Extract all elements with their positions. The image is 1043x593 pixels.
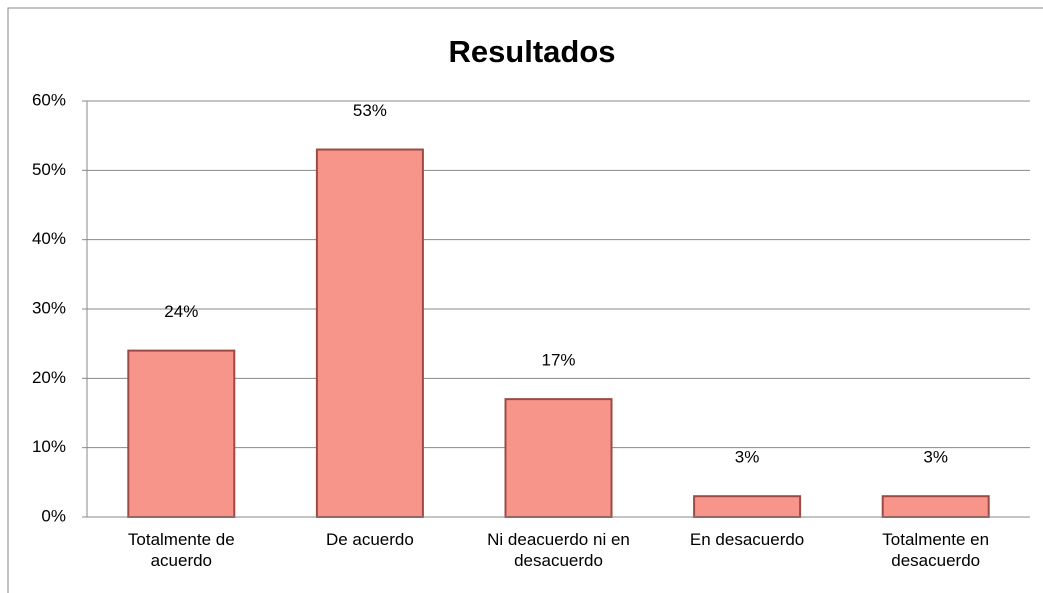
y-tick-label: 0% [41, 506, 66, 525]
x-tick-label: De acuerdo [325, 530, 414, 549]
x-tick-label-box: De acuerdo [325, 530, 414, 549]
x-tick-label: Totalmente de acuerdo [127, 530, 235, 570]
x-tick-label: En desacuerdo [689, 530, 805, 549]
bar [881, 495, 990, 519]
x-tick-label-box: Ni deacuerdo ni en desacuerdo [487, 530, 630, 570]
y-tick-label: 10% [32, 437, 66, 456]
y-tick-label: 40% [32, 229, 66, 248]
y-tick-label: 60% [32, 90, 66, 109]
bar [504, 398, 613, 518]
x-tick-label-box: En desacuerdo [689, 530, 805, 549]
x-tick-label-box: Totalmente de acuerdo [127, 530, 235, 570]
y-tick-label: 50% [32, 160, 66, 179]
x-tick-label: Totalmente en desacuerdo [882, 530, 990, 570]
y-tick-label: 20% [32, 368, 66, 387]
chart-title: Resultados [448, 34, 615, 69]
x-tick-label-box: Totalmente en desacuerdo [882, 530, 990, 570]
y-tick-label: 30% [32, 298, 66, 317]
data-label: 24% [164, 302, 198, 321]
bar [693, 495, 802, 519]
bar [127, 349, 236, 518]
data-label: 3% [735, 448, 760, 467]
x-tick-label: Ni deacuerdo ni en desacuerdo [487, 530, 630, 570]
data-label: 3% [923, 448, 948, 467]
data-label: 53% [353, 101, 387, 120]
data-label: 17% [541, 351, 575, 370]
bar [315, 148, 424, 519]
